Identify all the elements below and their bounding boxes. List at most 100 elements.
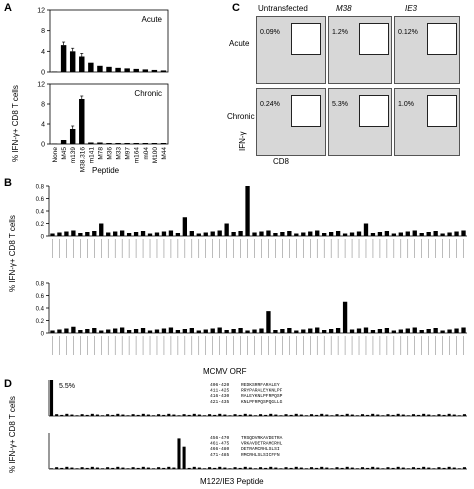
bar (106, 66, 112, 72)
bar (447, 329, 452, 333)
bar (426, 232, 431, 236)
bar (121, 414, 125, 416)
bar (231, 329, 236, 333)
bar (115, 143, 121, 144)
bar (228, 468, 232, 469)
bar (264, 414, 268, 416)
peptide-sequence: VRKAVDETRAMCRHL (241, 441, 283, 447)
bar (57, 329, 62, 333)
bar (71, 230, 76, 236)
bar (273, 330, 278, 333)
bar (381, 415, 385, 416)
bar (238, 467, 242, 469)
bar (88, 62, 94, 72)
bar (289, 467, 293, 469)
bar (55, 467, 59, 469)
bar (160, 143, 167, 144)
bar (106, 329, 111, 333)
bar (259, 414, 263, 416)
bar (196, 330, 201, 333)
bar (210, 328, 215, 333)
bar (252, 232, 257, 236)
x-tick-label: M100 (152, 147, 159, 164)
y-tick-label: 0.4 (36, 306, 45, 312)
bar (252, 329, 257, 333)
bar (360, 467, 365, 469)
bar (342, 301, 348, 333)
bar (151, 468, 156, 469)
bar (371, 466, 375, 469)
bar (106, 414, 110, 416)
bar (391, 467, 395, 469)
facs-col-m38: M38 (336, 4, 352, 13)
bar (228, 415, 232, 416)
bar (154, 232, 160, 236)
bar (140, 328, 146, 333)
bar (412, 230, 417, 236)
bar (140, 231, 146, 236)
bar (328, 329, 334, 333)
facs-gate (291, 95, 321, 127)
panel-d-xlabel: M122/IE3 Peptide (200, 477, 264, 486)
bar (355, 468, 359, 469)
bar (133, 68, 139, 72)
peptide-range: 456-470 (210, 435, 230, 441)
y-tick-label: 8 (41, 102, 45, 109)
bar (454, 328, 459, 333)
bar (289, 414, 293, 416)
facs-plot: 0.24% (256, 88, 326, 156)
bar (99, 330, 104, 333)
bar (146, 467, 150, 469)
bar (187, 414, 191, 416)
panel-c-letter: C (232, 2, 240, 14)
bar (259, 467, 263, 469)
bar (381, 468, 385, 469)
bar (182, 446, 186, 469)
bar (162, 467, 166, 469)
bar (119, 230, 125, 236)
bar (182, 329, 188, 333)
bar (233, 414, 237, 416)
bar (69, 129, 76, 144)
x-tick-label: m141 (88, 147, 95, 164)
bar (315, 327, 320, 333)
y-tick-label: 0.8 (36, 184, 45, 190)
bar (182, 217, 188, 236)
y-tick-label: 0.8 (36, 281, 45, 287)
bar (422, 413, 426, 416)
bar (366, 467, 370, 469)
bar (426, 329, 431, 333)
bar (126, 233, 132, 236)
bar (106, 143, 112, 144)
facs-gate (427, 95, 457, 127)
bar (217, 327, 222, 333)
bar (100, 415, 105, 416)
bar (328, 232, 334, 236)
bar (461, 230, 466, 236)
bar (280, 232, 285, 236)
bar (172, 467, 176, 469)
bar (177, 438, 181, 469)
bar (136, 467, 140, 469)
facs-gate (427, 23, 457, 55)
bar (167, 413, 171, 416)
bar (218, 413, 222, 416)
bar (167, 466, 171, 469)
peptide-range: 416-430 (210, 393, 230, 399)
bar (147, 233, 153, 236)
bar (325, 467, 329, 469)
peptide-range: 421-435 (210, 399, 230, 405)
bar (95, 414, 99, 416)
bar (223, 414, 227, 416)
bar (115, 67, 121, 72)
bar (113, 231, 118, 236)
bar (50, 330, 55, 333)
x-tick-label: M38.316 (79, 147, 86, 173)
bar (92, 231, 97, 236)
y-tick-label: 4 (41, 122, 45, 129)
bar (192, 466, 196, 469)
panel-b-chart: 0 0.2 0.4 0.6 0.8 0 0.2 0.4 0.6 0.8 (36, 184, 467, 355)
y-tick-label: 0.6 (36, 294, 45, 300)
bar (370, 233, 376, 236)
bar (349, 329, 355, 333)
